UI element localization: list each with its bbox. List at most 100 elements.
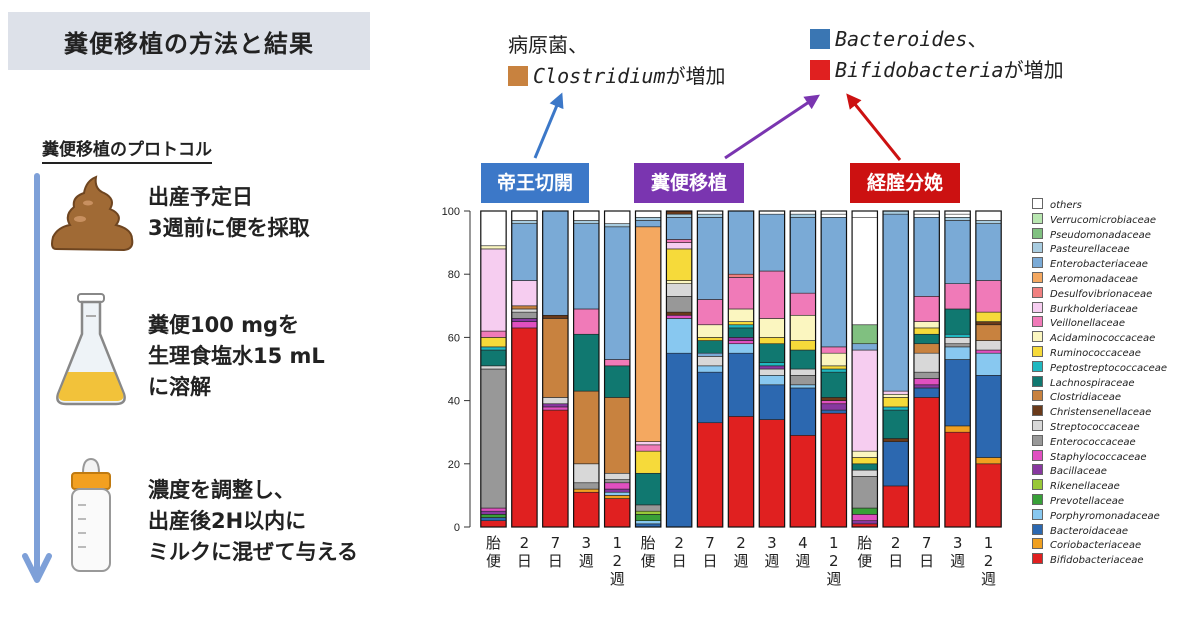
x-tick-label: 胎便 [641,534,656,570]
bar-segment-acidaminococcaceae [882,393,909,398]
legend-item: Aeromonadaceae [1032,271,1167,287]
bar-segment-staphylococcaceae [851,514,878,521]
legend-label: Pasteurellaceae [1050,244,1130,256]
legend-item: Verrucomicrobiaceae [1032,212,1167,228]
bar-segment-enterococcaceae [913,371,940,379]
bar-segment-bifidobacteriaceae [573,491,600,528]
legend-item: Burkholderiaceae [1032,301,1167,317]
legend-label: Bacillaceae [1050,466,1107,478]
bar-segment-lachnospiraceae [635,472,662,506]
legend-swatch [1032,227,1043,239]
bar-segment-peptostreptococcaceae [882,406,909,411]
bar-segment-others [851,217,878,326]
legend-label: Peptostreptococcaceae [1050,362,1168,374]
bar-segment-veillonellaceae [975,280,1002,313]
bar-segment-coriobacteriaceae [604,495,631,499]
callout-right: Bacteroides、 Bifidobacteriaが増加 [810,24,1064,86]
legend-item: Lachnospiraceae [1032,375,1167,391]
bar-segment-veillonellaceae [728,277,754,310]
bar-segment-christensenellaceae [882,438,909,442]
legend-swatch [1032,286,1043,298]
bar-outline [882,210,909,528]
bar-segment-ruminococcaceae [789,340,816,351]
bar-segment-enterobacteriaceae [882,213,909,392]
step-3-text: 濃度を調整し、 出産後2H以内に ミルクに混ぜて与える [148,478,358,564]
legend-label: Veillonellaceae [1050,318,1125,330]
bar-segment-lachnospiraceae [604,365,631,398]
bar-segment-ruminococcaceae [851,457,878,465]
bar-segment-streptococcaceae [604,472,631,480]
bar-segment-peptostreptococcaceae [820,368,847,373]
bar-segment-porphyromonadaceae [666,318,693,354]
bar-segment-ruminococcaceae [882,397,909,408]
bar-segment-clostridiaceae [913,343,940,354]
bar-segment-acidaminococcaceae [820,352,847,367]
timeline-arrow [22,173,52,583]
legend-label: Pseudomonadaceae [1050,229,1151,241]
bar-outline [975,210,1002,528]
bar-segment-streptococcaceae [573,463,600,484]
bar-segment-others [573,210,600,221]
legend-item: Peptostreptococcaceae [1032,360,1168,376]
bar-segment-others [913,213,940,218]
bar-segment-enterobacteriaceae [542,210,569,316]
bar-segment-bacillaceae [480,510,507,515]
legend-item: Porphyromonadaceae [1032,508,1167,524]
bar-segment-acidaminococcaceae [789,314,816,341]
legend-label: Aeromonadaceae [1050,273,1138,285]
legend-swatch [1032,360,1043,372]
bar-segment-ruminococcaceae [635,450,662,474]
bar-segment-christensenellaceae [542,314,569,319]
bar-segment-bacteroidaceae [758,384,785,420]
y-tick-label: 60 [448,332,460,344]
legend-swatch [1032,331,1043,343]
flask-icon [56,293,126,406]
y-tick-label: 100 [442,206,460,218]
y-tick-label: 0 [454,522,460,534]
callout-arrows [533,92,902,161]
bar-segment-staphylococcaceae [728,340,754,345]
legend-item: Pseudomonadaceae [1032,227,1167,243]
bar-segment-clostridiaceae [542,318,569,398]
bar-segment-enterobacteriaceae [851,343,878,351]
bar-outline [634,210,662,528]
bar-segment-coriobacteriaceae [975,457,1002,465]
legend-item: Streptococcaceae [1032,419,1167,435]
bar-segment-pasteurellaceae [975,220,1002,224]
bar-segment-others [480,210,507,247]
legend-swatch [1032,405,1043,417]
legend-swatch [1032,493,1043,505]
bar-outline [480,210,507,528]
legend-item: Ruminococcaceae [1032,345,1167,361]
bar-segment-clostridiaceae [573,390,600,465]
bar-outline [727,210,755,528]
arrow-fmt [724,94,820,160]
bar-segment-pasteurellaceae [697,213,724,218]
legend-item: Enterococcaceae [1032,434,1167,450]
bar-segment-streptococcaceae [542,397,569,405]
bar-segment-ruminococcaceae [666,248,693,281]
bar-segment-streptococcaceae [666,283,693,297]
bar-segment-acidaminococcaceae [480,245,507,250]
bar-segment-bifidobacteriaceae [975,463,1002,528]
legend-item: Desulfovibrionaceae [1032,286,1167,302]
bar-segment-christensenellaceae [666,311,693,316]
bar-segment-bacteroidaceae [882,441,909,487]
bar-segment-others [944,213,971,218]
bar-segment-enterobacteriaceae [511,223,538,281]
bar-segment-lachnospiraceae [789,349,816,370]
bar-segment-acidaminococcaceae [697,324,724,338]
bar-segment-lachnospiraceae [882,409,909,439]
bar-segment-others [820,213,847,218]
bar-segment-streptococcaceae [789,368,816,376]
bar-segment-enterobacteriaceae [758,213,785,272]
bar-segment-veillonellaceae [604,359,631,367]
bar-segment-peptostreptococcaceae [758,362,785,367]
bar-segment-streptococcaceae [944,337,971,345]
bar-segment-coriobacteriaceae [944,425,971,433]
